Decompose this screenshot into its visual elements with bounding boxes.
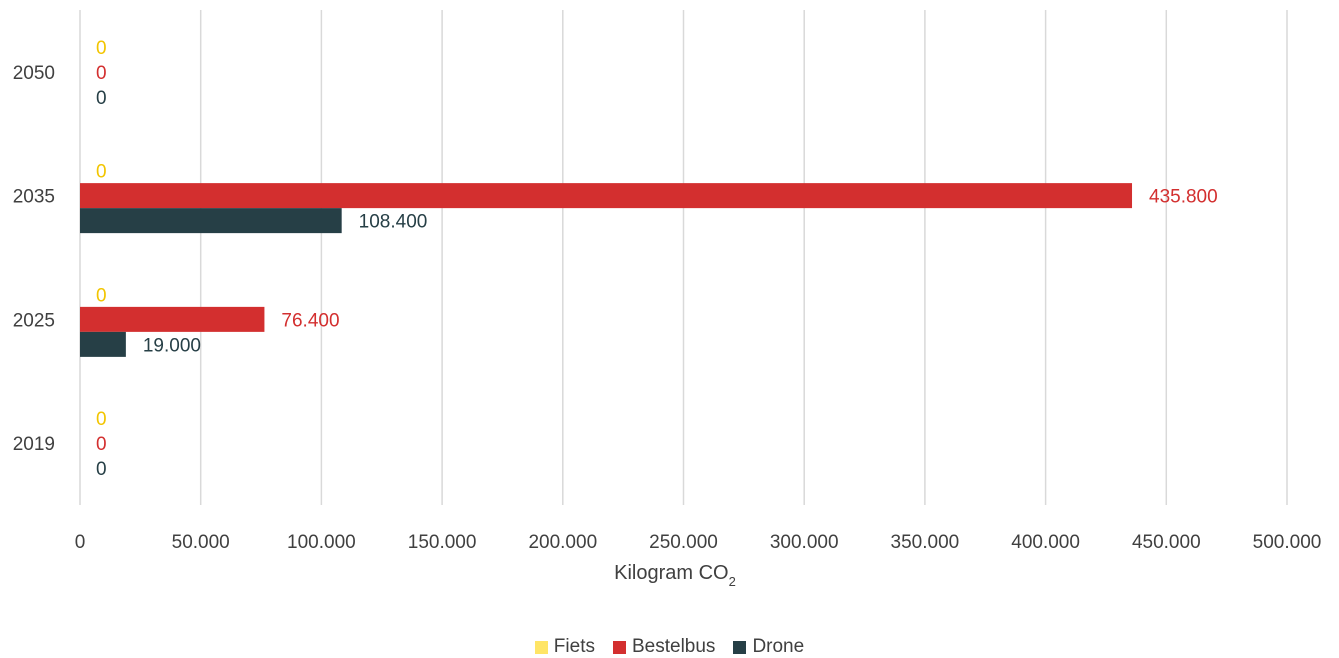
data-label-fiets: 0	[96, 409, 107, 430]
data-labels: 0 0 0 0 76.400 19.000 0 435.800 108.400 0 0 0	[96, 38, 1218, 480]
data-label-drone: 0	[96, 88, 107, 109]
legend-swatch-drone	[733, 640, 747, 654]
legend-label-bestelbus: Bestelbus	[631, 636, 716, 657]
x-tick-label: 100.000	[287, 532, 356, 553]
data-label-bestelbus: 76.400	[281, 310, 339, 331]
x-axis-ticks: 0 50.000 100.000 150.000 200.000 250.000 300.0…	[75, 532, 1322, 553]
data-label-drone: 0	[96, 459, 107, 480]
data-label-fiets: 0	[96, 38, 107, 59]
data-label-bestelbus: 0	[96, 63, 107, 84]
y-tick-label: 2050	[13, 63, 55, 84]
y-tick-label: 2019	[13, 434, 55, 455]
legend-swatch-bestelbus	[612, 640, 626, 654]
legend-label-fiets: Fiets	[553, 636, 595, 657]
data-label-fiets: 0	[96, 285, 107, 306]
gridlines	[79, 10, 1288, 505]
bar-drone	[80, 331, 126, 357]
bar-bestelbus	[80, 306, 265, 332]
bar-bestelbus	[80, 183, 1133, 209]
x-tick-label: 0	[75, 532, 86, 553]
x-tick-label: 300.000	[770, 532, 839, 553]
x-tick-label: 500.000	[1253, 532, 1322, 553]
bar-drone	[80, 208, 342, 234]
legend: Fiets Bestelbus Drone	[0, 636, 1339, 658]
x-tick-label: 350.000	[891, 532, 960, 553]
y-tick-label: 2025	[13, 310, 55, 331]
data-label-bestelbus: 435.800	[1149, 187, 1218, 208]
x-tick-label: 150.000	[408, 532, 477, 553]
legend-item-drone: Drone	[733, 636, 804, 658]
x-tick-label: 200.000	[528, 532, 597, 553]
y-axis-ticks: 2019 2025 2035 2050	[13, 63, 55, 455]
legend-label-drone: Drone	[752, 636, 805, 657]
legend-item-bestelbus: Bestelbus	[612, 636, 716, 658]
legend-swatch-fiets	[534, 640, 548, 654]
x-tick-label: 450.000	[1132, 532, 1201, 553]
data-label-bestelbus: 0	[96, 434, 107, 455]
bars	[80, 183, 1133, 357]
data-label-drone: 19.000	[143, 335, 201, 356]
x-tick-label: 400.000	[1011, 532, 1080, 553]
x-tick-label: 50.000	[172, 532, 230, 553]
x-tick-label: 250.000	[649, 532, 718, 553]
y-tick-label: 2035	[13, 187, 55, 208]
data-label-fiets: 0	[96, 162, 107, 183]
data-label-drone: 108.400	[359, 212, 428, 233]
legend-item-fiets: Fiets	[534, 636, 595, 658]
x-axis-title: Kilogram CO2	[614, 562, 736, 589]
